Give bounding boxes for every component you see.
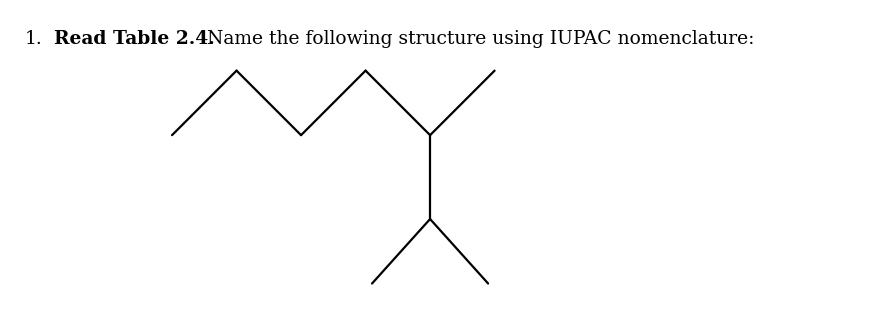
Text: Read Table 2.4.: Read Table 2.4. <box>54 30 214 48</box>
Text: 1.: 1. <box>25 30 43 48</box>
Text: Name the following structure using IUPAC nomenclature:: Name the following structure using IUPAC… <box>195 30 754 48</box>
